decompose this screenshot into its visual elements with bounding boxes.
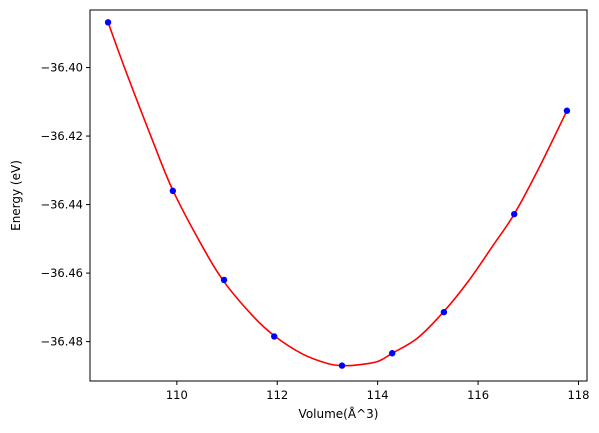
- data-point: [104, 19, 112, 26]
- plot-frame: [89, 9, 588, 382]
- y-tick-label: −36.46: [40, 266, 83, 280]
- y-tick-label: −36.40: [40, 61, 83, 75]
- x-tick-label: 114: [367, 388, 389, 402]
- data-point: [338, 362, 346, 369]
- y-tick-label: −36.44: [40, 198, 83, 212]
- data-point: [169, 187, 177, 195]
- y-axis-label: Energy (eV): [9, 160, 23, 231]
- data-point: [220, 276, 228, 284]
- data-point: [563, 107, 571, 114]
- data-points: [104, 19, 571, 369]
- y-axis-ticks: −36.40 −36.42 −36.44 −36.46 −36.48: [40, 61, 90, 349]
- x-tick-label: 110: [166, 388, 188, 402]
- data-point: [440, 308, 448, 316]
- data-point: [511, 210, 518, 218]
- x-axis-ticks: 110 112 114 116 118: [166, 381, 589, 402]
- x-tick-label: 112: [266, 388, 288, 402]
- data-point: [389, 350, 396, 357]
- y-tick-label: −36.48: [40, 335, 83, 349]
- x-axis-label: Volume(Å^3): [299, 406, 379, 421]
- data-point: [271, 333, 278, 340]
- x-tick-label: 118: [567, 388, 589, 402]
- y-tick-label: −36.42: [40, 129, 83, 143]
- x-tick-label: 116: [467, 388, 489, 402]
